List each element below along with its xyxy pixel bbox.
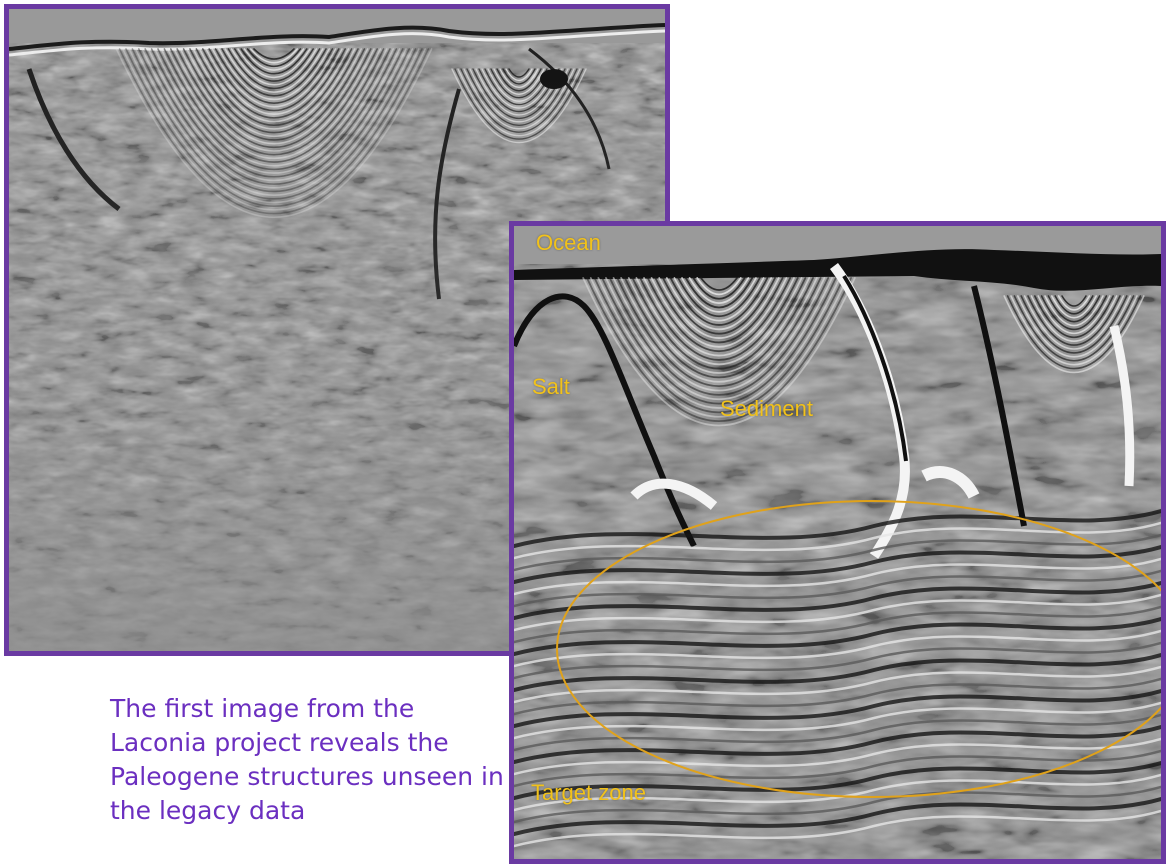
laconia-seismic-section xyxy=(514,226,1161,859)
caption-text: The first image from the Laconia project… xyxy=(110,694,504,825)
target-zone-ellipse xyxy=(556,500,1161,798)
target-zone-label: Target zone xyxy=(531,780,646,805)
sediment-label: Sediment xyxy=(720,396,813,421)
laconia-seismic-image: Ocean Salt Sediment Target zone xyxy=(509,221,1166,864)
ocean-label: Ocean xyxy=(536,230,601,255)
salt-label: Salt xyxy=(532,374,570,399)
